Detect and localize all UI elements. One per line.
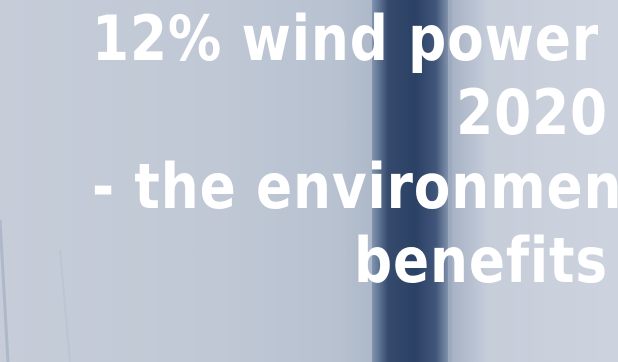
title-line-4: benefits — [353, 224, 608, 297]
cover-title: 12% wind power by 2020 - the environment… — [92, 2, 618, 298]
title-line-1: 12% wind power by — [92, 2, 618, 75]
title-line-2: 2020 — [456, 76, 608, 149]
wind-turbine-tower — [372, 0, 452, 362]
tower-highlight — [448, 0, 488, 362]
title-line-3: - the environmental — [92, 150, 618, 223]
